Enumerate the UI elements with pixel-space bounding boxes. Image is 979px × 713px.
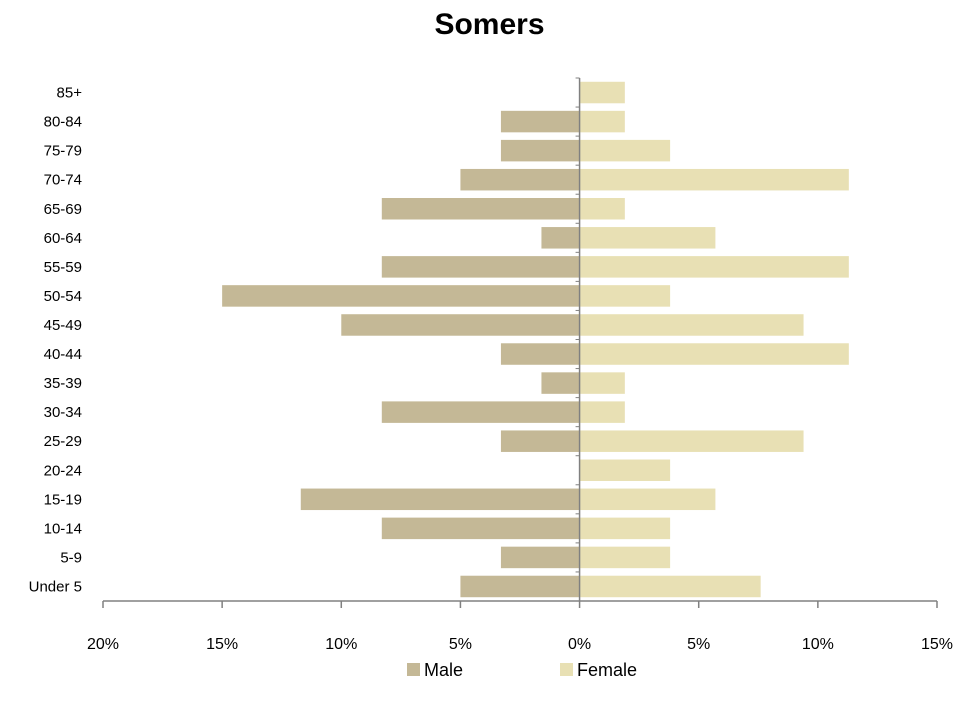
bar-male-10-14 [381,517,580,540]
bar-female-20-24 [579,459,671,482]
legend-label-male: Male [424,660,463,680]
axes-group [102,77,938,608]
category-label: 70-74 [44,172,82,189]
bar-male-15-19 [300,488,580,511]
category-label: 25-29 [44,433,82,450]
legend: Male Female [407,660,637,680]
category-label: 35-39 [44,375,82,392]
x-tick-label: 15% [206,636,238,653]
category-label: Under 5 [29,578,82,595]
category-label: 50-54 [44,288,82,305]
x-tick-labels: 20% 15% 10% 5% 0% 5% 10% 15% [87,636,953,653]
category-label: 80-84 [44,114,82,131]
bar-female-70-74 [579,168,849,191]
category-label: 5-9 [60,549,82,566]
bar-female-30-34 [579,401,625,423]
bar-female-50-54 [579,285,671,307]
category-label: 60-64 [44,230,82,247]
bar-male-under-5 [460,575,580,598]
bar-female-5-9 [579,546,671,569]
x-tick-label: 10% [325,636,357,653]
bar-male-65-69 [381,197,580,220]
bar-female-55-59 [579,256,849,278]
bar-male-70-74 [460,168,580,191]
category-label: 30-34 [44,404,82,421]
x-tick-label: 20% [87,636,119,653]
category-label: 55-59 [44,259,82,276]
category-label: 15-19 [44,491,82,508]
category-label: 40-44 [44,346,82,363]
bar-male-80-84 [500,110,580,133]
bar-male-50-54 [222,285,580,307]
bar-male-25-29 [500,430,580,452]
bar-female-under-5 [579,575,761,598]
x-tick-label: 5% [687,636,710,653]
bar-female-85+ [579,81,625,104]
x-tick-label: 5% [449,636,472,653]
bar-male-60-64 [541,227,580,249]
category-label: 65-69 [44,201,82,218]
category-label: 75-79 [44,143,82,160]
bar-male-55-59 [381,256,580,278]
bar-female-75-79 [579,139,671,162]
bar-female-45-49 [579,314,804,336]
category-label: 85+ [57,85,83,102]
category-labels: Under 5 5-9 10-14 15-19 20-24 25-29 30-34 35-39… [29,85,83,596]
bar-male-35-39 [541,372,580,394]
bar-female-15-19 [579,488,716,511]
legend-label-female: Female [577,660,637,680]
bar-female-60-64 [579,227,716,249]
chart-title: Somers [434,8,545,41]
category-label: 45-49 [44,317,82,334]
bar-female-35-39 [579,372,625,394]
bar-female-10-14 [579,517,671,540]
bars-group [222,81,849,598]
bar-male-5-9 [500,546,580,569]
category-label: 20-24 [44,462,82,479]
bar-female-80-84 [579,110,625,133]
legend-swatch-female [560,663,573,676]
x-tick-label: 15% [921,636,953,653]
bar-male-45-49 [341,314,580,336]
x-tick-label: 10% [802,636,834,653]
x-tick-label: 0% [568,636,591,653]
category-label: 10-14 [44,520,82,537]
bar-male-40-44 [500,343,580,365]
bar-female-40-44 [579,343,849,365]
bar-male-75-79 [500,139,580,162]
legend-swatch-male [407,663,420,676]
bar-female-65-69 [579,197,625,220]
bar-female-25-29 [579,430,804,452]
bar-male-30-34 [381,401,580,423]
